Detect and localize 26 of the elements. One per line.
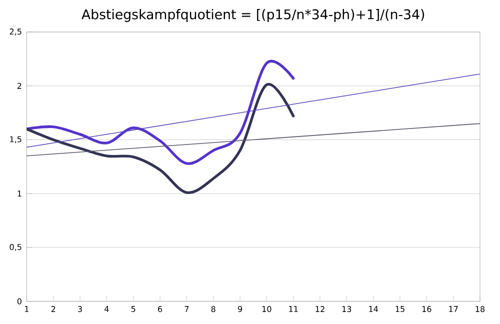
x-tick-label: 9 (238, 306, 242, 312)
x-tick-label: 8 (211, 306, 216, 312)
x-tick-label: 18 (476, 306, 485, 312)
x-tick-label: 12 (316, 306, 324, 312)
x-tick-label: 10 (262, 306, 272, 312)
x-tick-label: 2 (51, 306, 56, 312)
y-tick-label: 1 (18, 190, 22, 197)
x-tick-label: 5 (131, 306, 136, 312)
x-tick-label: 4 (104, 306, 109, 312)
y-tick-label: 0,5 (10, 244, 22, 251)
y-tick-label: 1,5 (10, 136, 22, 144)
y-tick-label: 2,5 (10, 28, 22, 36)
x-tick-label: 13 (342, 306, 352, 312)
x-tick-label: 15 (396, 306, 404, 312)
x-tick-label: 1 (25, 306, 28, 312)
x-tick-label: 14 (369, 306, 378, 312)
x-tick-label: 7 (184, 306, 189, 312)
line-series (26, 83, 295, 194)
y-tick-label: 2 (17, 82, 22, 89)
x-tick-label: 3 (78, 306, 82, 312)
chart-title: Abstiegskampfquotient = [(p15/n*34-ph)+1]/(n-34) (82, 9, 424, 22)
x-tick-label: 11 (289, 306, 298, 312)
x-tick-label: 6 (158, 306, 162, 312)
x-tick-label: 16 (422, 306, 432, 312)
y-tick-label: 0 (17, 298, 22, 304)
x-tick-label: 17 (449, 306, 458, 312)
